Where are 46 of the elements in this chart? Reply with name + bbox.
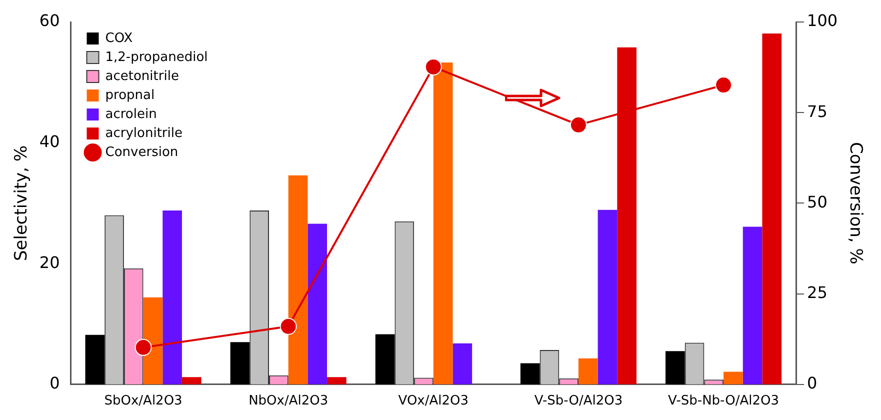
legend-label: Conversion (105, 144, 178, 160)
legend-label: acrylonitrile (105, 126, 182, 141)
y2-tick-label: 0 (807, 374, 818, 393)
bar (375, 334, 395, 384)
legend-label: acrolein (105, 106, 157, 122)
y2-tick-label: 100 (807, 11, 838, 30)
y-tick-label: 40 (39, 132, 60, 151)
bar (230, 342, 250, 384)
x-tick-label: V-Sb-O/Al2O3 (534, 394, 623, 409)
bar (666, 351, 685, 384)
y-tick-label: 0 (50, 374, 60, 393)
bar (143, 297, 163, 384)
bar (85, 334, 105, 384)
x-tick-label: NbOx/Al2O3 (248, 394, 328, 409)
y2-axis-title: Conversion, % (845, 142, 866, 264)
y2-tick-label: 25 (807, 282, 828, 302)
bar (288, 175, 308, 384)
y-tick-label: 60 (39, 11, 60, 30)
bar (724, 372, 743, 384)
legend-label: COX (105, 30, 133, 46)
legend-label: 1,2-propanediol (105, 50, 208, 65)
x-tick-label: VOx/Al2O3 (398, 394, 469, 409)
bar (742, 226, 762, 384)
point (134, 338, 152, 356)
point (570, 116, 587, 134)
legend-label: acetonitrile (105, 68, 179, 84)
bar (162, 210, 182, 384)
bar (520, 363, 540, 384)
bar (762, 33, 782, 384)
bar (598, 210, 618, 384)
bar (327, 377, 346, 384)
y-axis-title: Selectivity, % (12, 145, 32, 262)
bar (452, 343, 472, 384)
bar (182, 377, 202, 384)
y2-tick-label: 50 (807, 192, 828, 212)
bar (308, 224, 328, 384)
y2-tick-label: 75 (807, 102, 828, 121)
bar (433, 62, 453, 384)
bar (578, 358, 598, 384)
x-tick-label: V-Sb-Nb-O/Al2O3 (668, 394, 780, 409)
point (280, 318, 297, 335)
y-tick-label: 20 (39, 252, 60, 272)
point (424, 58, 442, 76)
x-tick-label: SbOx/Al2O3 (104, 394, 182, 409)
point (715, 76, 732, 94)
legend-label: propnal (105, 88, 155, 103)
